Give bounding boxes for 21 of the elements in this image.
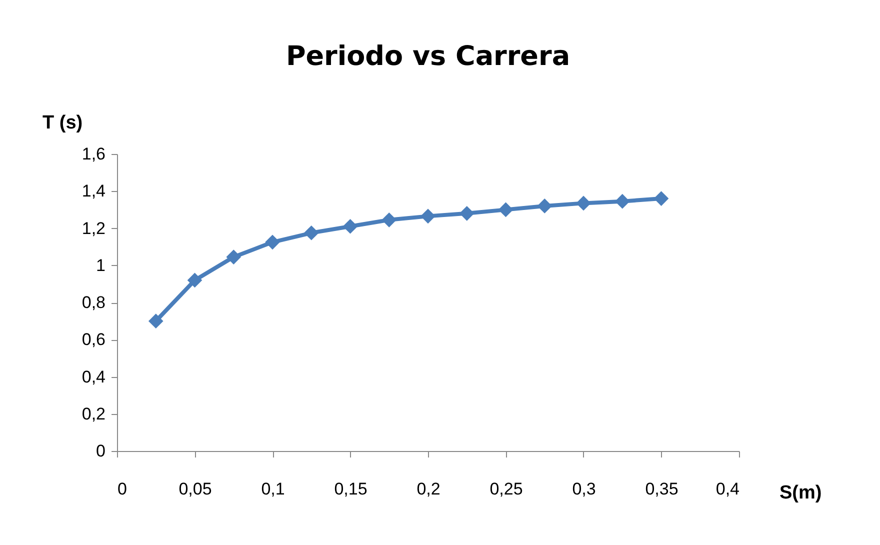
x-tick-label: 0,3 <box>572 480 596 498</box>
y-tick-label: 0 <box>96 442 106 460</box>
x-tick-label: 0,25 <box>490 480 523 498</box>
x-tick-label: 0,2 <box>416 480 440 498</box>
y-tick-label: 0,2 <box>82 404 106 424</box>
x-tick-label: 0,15 <box>334 480 368 498</box>
y-tick-label: 1,2 <box>82 218 106 238</box>
y-tick-label: 0,4 <box>82 367 106 386</box>
x-tick-label: 0,4 <box>716 480 740 498</box>
x-tick-label: 0,05 <box>178 480 212 498</box>
x-tick-label: 0,1 <box>261 480 285 498</box>
x-tick-label: 0,35 <box>645 480 678 498</box>
y-axis-title: T (s) <box>42 112 83 134</box>
chart-title: Periodo vs Carrera <box>286 41 570 72</box>
y-tick-label: 0,6 <box>82 330 106 350</box>
x-axis-title: S(m) <box>780 482 822 504</box>
x-tick-label: 0 <box>118 480 127 498</box>
y-tick-label: 1 <box>96 256 106 275</box>
y-tick-label: 1,6 <box>82 144 106 164</box>
y-tick-label: 0,8 <box>82 293 106 312</box>
y-tick-label: 1,4 <box>82 182 106 201</box>
